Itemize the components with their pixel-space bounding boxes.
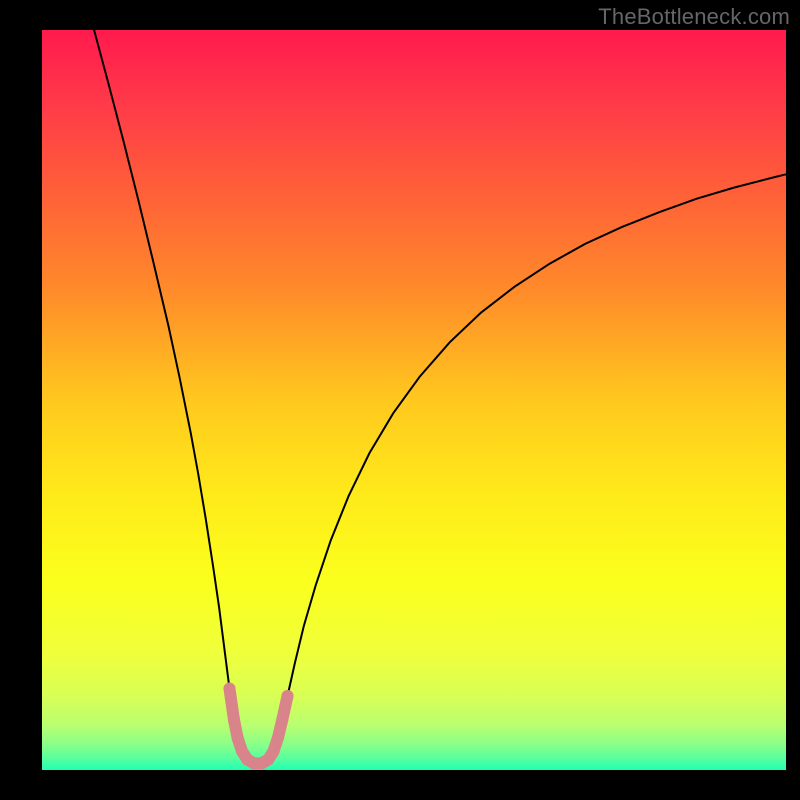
- sweet-spot-dot: [267, 746, 279, 758]
- sweet-spot-dot: [272, 732, 284, 744]
- sweet-spot-dot: [228, 714, 240, 726]
- chart-background-gradient: [42, 30, 786, 770]
- watermark-text: TheBottleneck.com: [598, 4, 790, 30]
- sweet-spot-dot: [223, 683, 235, 695]
- bottleneck-chart: [0, 0, 800, 800]
- sweet-spot-dot: [276, 714, 288, 726]
- sweet-spot-dot: [282, 690, 294, 702]
- sweet-spot-dot: [232, 732, 244, 744]
